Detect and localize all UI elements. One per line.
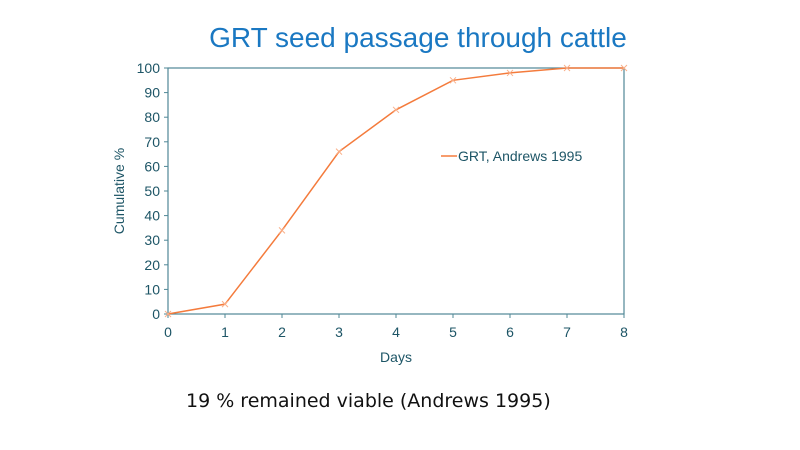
data-point [506,69,514,77]
data-point [221,300,229,308]
y-tick-label: 50 [144,183,160,199]
x-axis-label: Days [380,349,412,365]
x-tick-label: 1 [221,324,229,340]
x-tick-label: 5 [449,324,457,340]
y-tick-label: 90 [144,85,160,101]
data-point [392,106,400,114]
x-tick-label: 0 [164,324,172,340]
y-tick-label: 100 [137,60,161,76]
x-tick-label: 3 [335,324,343,340]
viability-note: 19 % remained viable (Andrews 1995) [186,390,551,412]
x-tick-label: 7 [563,324,571,340]
y-tick-label: 80 [144,109,160,125]
x-tick-label: 2 [278,324,286,340]
plot-area [167,67,625,315]
data-point [620,64,628,72]
y-tick-label: 30 [144,232,160,248]
data-point [563,64,571,72]
x-tick-label: 6 [506,324,514,340]
x-tick-label: 8 [620,324,628,340]
series-line [167,67,624,315]
x-tick-label: 4 [392,324,400,340]
legend: GRT, Andrews 1995 [441,148,582,164]
y-tick-label: 70 [144,134,160,150]
data-point [335,148,343,155]
y-tick-label: 10 [144,281,160,297]
chart-title: GRT seed passage through cattle [209,22,627,53]
y-tick-label: 40 [144,208,160,224]
y-axis-label: Cumulative % [111,148,127,234]
y-tick-label: 20 [144,257,160,273]
y-tick-label: 0 [152,306,160,322]
data-point [278,227,286,234]
legend-label: GRT, Andrews 1995 [458,148,582,164]
data-point [449,76,457,84]
data-point [164,310,172,318]
y-tick-label: 60 [144,158,160,174]
